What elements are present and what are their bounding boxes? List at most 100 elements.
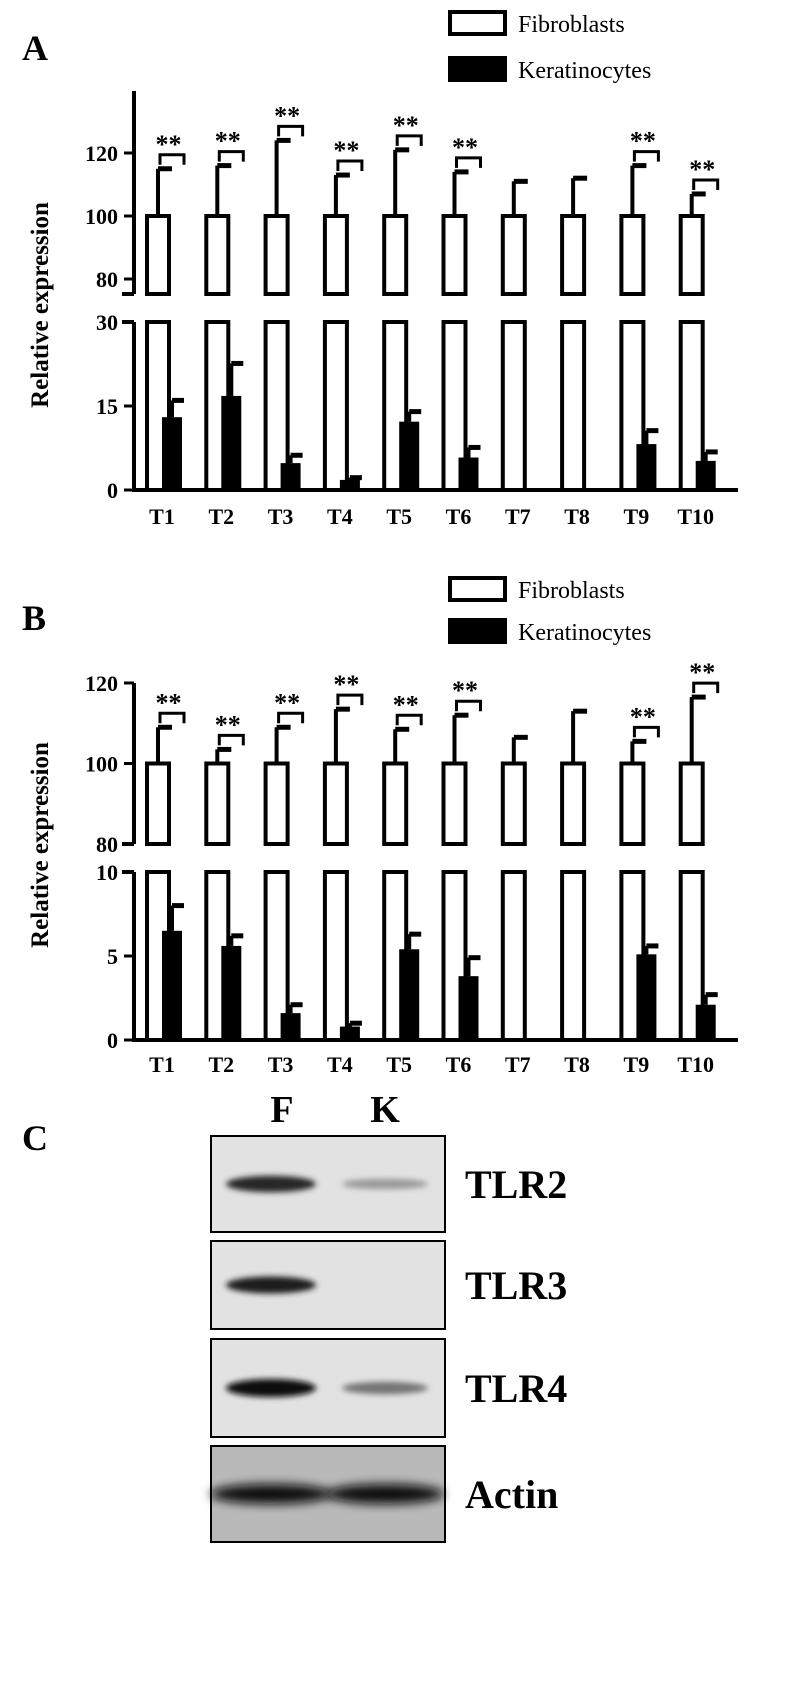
- bar-fibroblasts-T4-upper-a: [322, 214, 349, 296]
- category-label-T8-a: T8: [564, 504, 590, 529]
- bar-fibroblasts-T1-upper-b: [145, 761, 171, 846]
- legend-a-fibroblasts-label: Fibroblasts: [518, 12, 625, 38]
- category-label-T4-b: T4: [327, 1052, 353, 1077]
- category-label-T1-b: T1: [149, 1052, 175, 1077]
- significance-bracket-T4-a: [336, 159, 364, 172]
- bar-fibroblasts-T8-lower-b: [560, 870, 587, 1042]
- blot-band-actin-k: [326, 1484, 444, 1504]
- category-label-T2-a: T2: [208, 504, 234, 529]
- ytick-label-lower-b: 10: [96, 860, 118, 885]
- category-label-T9-a: T9: [624, 504, 650, 529]
- ytick-label-lower-b: 5: [107, 944, 118, 969]
- bar-keratinocytes-T6-a: [458, 457, 479, 490]
- blot-label-tlr2: TLR2: [465, 1162, 567, 1207]
- significance-label-T2-a: **: [215, 127, 241, 156]
- bar-keratinocytes-T6-b: [458, 976, 479, 1040]
- bar-fibroblasts-T4-upper-b: [322, 761, 349, 846]
- category-label-T9-b: T9: [624, 1052, 650, 1077]
- significance-bracket-T2-a: [217, 150, 245, 162]
- significance-label-T6-a: **: [452, 133, 478, 162]
- bar-fibroblasts-T3-lower-a: [263, 320, 290, 492]
- bar-keratinocytes-T9-b: [636, 954, 657, 1040]
- category-label-T4-a: T4: [327, 504, 353, 529]
- significance-label-T9-b: **: [630, 702, 656, 731]
- significance-bracket-T6-a: [455, 156, 482, 168]
- significance-bracket-T10-a: [692, 178, 720, 190]
- category-label-T3-b: T3: [268, 1052, 294, 1077]
- blot-band-tlr4-k: [342, 1381, 428, 1395]
- significance-bracket-T6-b: [455, 699, 482, 712]
- bar-fibroblasts-T9-upper-b: [619, 761, 646, 846]
- bar-fibroblasts-T3-upper-b: [263, 761, 290, 846]
- panel-c-letter: C: [22, 1118, 48, 1158]
- bar-fibroblasts-T6-upper-b: [441, 761, 468, 846]
- category-label-T1-a: T1: [149, 504, 175, 529]
- significance-label-T3-b: **: [274, 688, 300, 717]
- ytick-label-upper-b: 100: [85, 752, 118, 777]
- panel-b-ylabel: Relative expression: [27, 742, 54, 948]
- significance-label-T10-b: **: [689, 658, 715, 687]
- blot-label-actin: Actin: [465, 1472, 558, 1517]
- significance-bracket-T9-a: [632, 150, 660, 162]
- legend-b-keratinocytes-swatch: [448, 618, 507, 644]
- bar-keratinocytes-T2-a: [221, 395, 242, 490]
- lane-label-f: F: [270, 1089, 293, 1131]
- blot-band-tlr3-f: [226, 1276, 316, 1294]
- significance-bracket-T2-b: [217, 733, 245, 746]
- panel-b-plot: 0 5 10 80 100 120 T1 ** T2 ** T3 ** T4 ** T5 ** T6 ** T7 T8…: [85, 658, 738, 1077]
- ytick-label-upper-a: 100: [85, 204, 118, 229]
- bar-fibroblasts-T3-lower-b: [263, 870, 290, 1042]
- category-label-T5-b: T5: [386, 1052, 412, 1077]
- bar-fibroblasts-T4-lower-b: [322, 870, 349, 1042]
- bar-keratinocytes-T3-b: [280, 1013, 301, 1040]
- panel-b-letter: B: [22, 598, 46, 638]
- panel-a-letter: A: [22, 28, 48, 68]
- bar-fibroblasts-T8-lower-a: [560, 320, 587, 492]
- bar-keratinocytes-T4-a: [339, 479, 360, 490]
- bar-fibroblasts-T1-upper-a: [145, 214, 171, 296]
- bar-keratinocytes-T5-a: [399, 421, 420, 490]
- category-label-T10-a: T10: [677, 504, 714, 529]
- panel-c: C F K TLR2 TLR3 TLR4 Actin: [22, 1089, 567, 1543]
- bar-fibroblasts-T7-lower-a: [500, 320, 527, 492]
- legend-a-keratinocytes-label: Keratinocytes: [518, 58, 651, 84]
- category-label-T2-b: T2: [208, 1052, 234, 1077]
- lane-label-k: K: [370, 1089, 400, 1131]
- bar-fibroblasts-T10-lower-a: [678, 320, 705, 492]
- bar-fibroblasts-T10-upper-b: [678, 761, 705, 846]
- significance-bracket-T4-b: [336, 693, 364, 706]
- bar-fibroblasts-T4-lower-a: [322, 320, 349, 492]
- bar-fibroblasts-T7-upper-b: [500, 761, 527, 846]
- bar-fibroblasts-T6-upper-a: [441, 214, 468, 296]
- significance-label-T6-b: **: [452, 676, 478, 705]
- significance-label-T1-b: **: [156, 688, 182, 717]
- bar-fibroblasts-T5-upper-b: [382, 761, 409, 846]
- bar-fibroblasts-T2-upper-b: [204, 761, 231, 846]
- panel-a-plot: 0 15 30 80 100 120 T1 ** T2 ** T3 ** T4 ** T5 ** T6 ** T7 T…: [85, 91, 738, 529]
- significance-label-T4-a: **: [333, 136, 359, 165]
- significance-label-T2-b: **: [215, 710, 241, 739]
- ytick-label-lower-a: 30: [96, 310, 118, 335]
- bar-fibroblasts-T7-upper-a: [500, 214, 527, 296]
- panel-a: A Fibroblasts Keratinocytes Relative exp…: [22, 10, 738, 529]
- legend-b-fibroblasts-swatch: [448, 576, 507, 602]
- significance-label-T5-b: **: [393, 690, 419, 719]
- category-label-T6-b: T6: [446, 1052, 472, 1077]
- bar-fibroblasts-T5-upper-a: [382, 214, 409, 296]
- category-label-T7-b: T7: [505, 1052, 531, 1077]
- bar-keratinocytes-T10-a: [695, 460, 716, 490]
- category-label-T5-a: T5: [386, 504, 412, 529]
- ytick-label-upper-b: 120: [85, 671, 118, 696]
- legend-a: Fibroblasts Keratinocytes: [448, 10, 651, 84]
- significance-label-T5-a: **: [393, 111, 419, 140]
- bar-fibroblasts-T10-lower-b: [678, 870, 705, 1042]
- bar-fibroblasts-T8-upper-a: [560, 214, 587, 296]
- bar-keratinocytes-T1-b: [162, 930, 182, 1040]
- ytick-label-lower-a: 0: [107, 478, 118, 503]
- legend-a-fibroblasts-swatch: [448, 10, 507, 36]
- western-blots: TLR2 TLR3 TLR4 Actin: [210, 1135, 567, 1543]
- legend-b: Fibroblasts Keratinocytes: [448, 576, 651, 646]
- significance-bracket-T1-b: [158, 711, 186, 724]
- significance-bracket-T5-a: [395, 134, 423, 146]
- bar-fibroblasts-T10-upper-a: [678, 214, 705, 296]
